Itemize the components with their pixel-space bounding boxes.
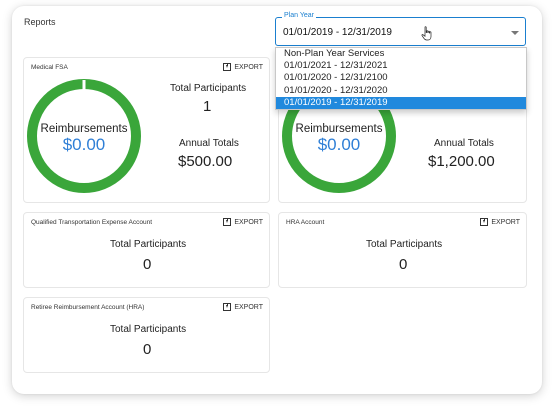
plan-year-value: 01/01/2019 - 12/31/2019: [283, 27, 392, 38]
annual-totals-label: Annual Totals: [179, 138, 239, 149]
plan-year-option[interactable]: Non-Plan Year Services: [284, 48, 385, 59]
chevron-down-icon[interactable]: [511, 31, 519, 35]
plan-year-option[interactable]: 01/01/2021 - 12/31/2021: [284, 60, 388, 72]
export-button[interactable]: EXPORT: [480, 218, 520, 226]
export-icon: [223, 303, 232, 311]
plan-year-select[interactable]: Plan Year 01/01/2019 - 12/31/2019: [275, 12, 526, 46]
hand-cursor-icon: [421, 26, 432, 41]
ring-amount: $0.00: [317, 135, 361, 154]
export-label: EXPORT: [234, 218, 263, 226]
card-hra: HRA Account EXPORT Total Participants 0: [278, 212, 527, 288]
card-retiree-hra: Retiree Reimbursement Account (HRA) EXPO…: [23, 297, 270, 373]
ring-label: Reimbursements: [40, 123, 128, 135]
export-label: EXPORT: [491, 218, 520, 226]
card-title: Medical FSA: [31, 64, 68, 71]
plan-year-legend: Plan Year: [282, 12, 316, 19]
participants-label: Total Participants: [110, 324, 187, 335]
card-title: Retiree Reimbursement Account (HRA): [31, 304, 145, 311]
reimbursement-ring: [27, 79, 141, 193]
participants-value: 0: [143, 341, 152, 358]
card-qte: Qualified Transportation Expense Account…: [23, 212, 270, 288]
annual-totals-value: $500.00: [178, 153, 233, 170]
export-button[interactable]: EXPORT: [223, 63, 263, 71]
export-button[interactable]: EXPORT: [223, 303, 263, 311]
participants-value: 0: [143, 256, 152, 273]
annual-totals-label: Annual Totals: [434, 138, 494, 149]
export-icon: [480, 218, 489, 226]
plan-year-option[interactable]: 01/01/2020 - 12/31/2020: [284, 84, 388, 96]
participants-label: Total Participants: [170, 83, 247, 94]
ring-label: Reimbursements: [295, 123, 383, 135]
export-label: EXPORT: [234, 303, 263, 311]
card-title: Qualified Transportation Expense Account: [31, 219, 153, 226]
plan-year-option[interactable]: 01/01/2020 - 12/31/2100: [284, 72, 388, 84]
annual-totals-value: $1,200.00: [428, 153, 495, 170]
participants-value: 0: [399, 256, 408, 273]
card-title: HRA Account: [286, 219, 325, 226]
export-icon: [223, 218, 232, 226]
plan-year-dropdown: Non-Plan Year Services 01/01/2021 - 12/3…: [275, 47, 527, 110]
export-label: EXPORT: [234, 63, 263, 71]
participants-label: Total Participants: [110, 239, 187, 250]
ring-amount: $0.00: [62, 135, 106, 154]
participants-label: Total Participants: [366, 239, 443, 250]
page-title: Reports: [24, 17, 56, 27]
card-medical-fsa: Medical FSA EXPORT Reimbursements $0.00 …: [23, 57, 270, 203]
plan-year-option-selected[interactable]: 01/01/2019 - 12/31/2019: [276, 96, 526, 109]
export-button[interactable]: EXPORT: [223, 218, 263, 226]
participants-value: 1: [203, 98, 212, 115]
export-icon: [223, 63, 232, 71]
